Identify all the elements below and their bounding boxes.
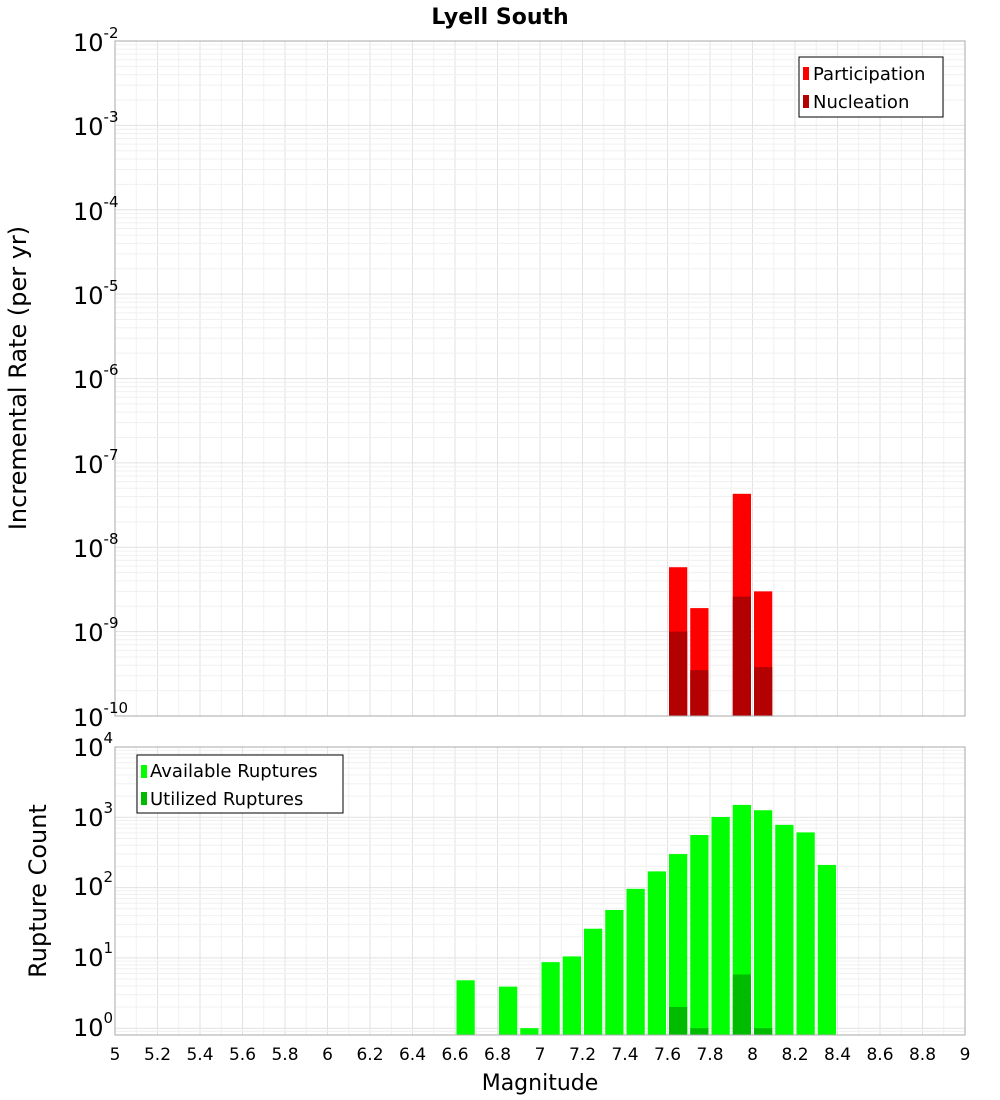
- legend-swatch-nucleation: [803, 95, 809, 108]
- bottom-bar-series1: [626, 888, 645, 1035]
- top-ytick-5: 10-7: [73, 446, 119, 479]
- x-tick-label: 7.6: [654, 1045, 681, 1065]
- bottom-bar-series2: [690, 1028, 709, 1035]
- x-tick-label: 7.8: [696, 1045, 723, 1065]
- top-ytick-7: 10-9: [73, 614, 119, 647]
- bottom-bar-series1: [669, 854, 688, 1035]
- x-axis-label: Magnitude: [482, 1071, 599, 1096]
- bottom-legend-box: [136, 754, 344, 814]
- x-tick-label: 5.4: [186, 1045, 213, 1065]
- x-tick-label: 8.4: [824, 1045, 851, 1065]
- bottom-bars: [456, 804, 836, 1035]
- bottom-bar-series1: [541, 962, 560, 1035]
- bottom-bar-series1: [754, 810, 773, 1035]
- legend-label-participation: Participation: [813, 64, 925, 85]
- x-tick-label: 6.6: [441, 1045, 468, 1065]
- top-bar-series2: [754, 667, 773, 716]
- legend-swatch-available: [141, 765, 147, 778]
- bottom-ytick-labels: 104 103 102 101 100: [73, 729, 113, 1042]
- top-grid: [114, 41, 966, 717]
- chart-title: Lyell South: [431, 5, 568, 30]
- bottom-bar-series1: [690, 834, 709, 1035]
- bottom-bar-series1: [584, 928, 603, 1035]
- bottom-bar-series1: [711, 816, 730, 1035]
- bottom-ytick-1: 103: [73, 799, 113, 832]
- legend-label-available: Available Ruptures: [150, 761, 318, 782]
- top-y-axis-label: Incremental Rate (per yr): [4, 226, 32, 530]
- bottom-legend: Available Ruptures Utilized Ruptures: [136, 754, 344, 814]
- x-tick-label: 8.6: [866, 1045, 893, 1065]
- bottom-ytick-3: 101: [73, 939, 113, 972]
- x-tick-label: 8.8: [909, 1045, 936, 1065]
- top-bar-series2: [690, 670, 709, 716]
- bottom-ytick-2: 102: [73, 868, 113, 901]
- x-tick-label: 6.8: [484, 1045, 511, 1065]
- x-tick-label: 5.8: [271, 1045, 298, 1065]
- bottom-bar-series1: [605, 910, 624, 1035]
- bottom-ytick-0: 104: [73, 729, 113, 762]
- bottom-panel: 104 103 102 101 100 Rupture Count 5 5.2 5.…: [24, 729, 970, 1096]
- x-tick-label: 7.4: [611, 1045, 638, 1065]
- bottom-bar-series1: [817, 864, 836, 1035]
- x-tick-label: 6.2: [356, 1045, 383, 1065]
- x-tick-label: 8: [747, 1045, 758, 1065]
- top-ytick-4: 10-6: [73, 361, 119, 394]
- top-bars: [669, 493, 773, 716]
- top-ytick-0: 10-2: [73, 24, 119, 57]
- x-tick-labels: 5 5.2 5.4 5.6 5.8 6 6.2 6.4 6.6 6.8 7 7.2 7.4 7.6 7.8 8…: [110, 1045, 971, 1065]
- top-panel: 10-2 10-3 10-4 10-5 10-6 10-7 10-8 10-9 …: [4, 24, 966, 732]
- bottom-bar-series1: [520, 1028, 539, 1035]
- x-tick-label: 9: [960, 1045, 971, 1065]
- top-plot-frame: [114, 40, 966, 717]
- bottom-bar-series1: [499, 986, 518, 1035]
- top-ytick-1: 10-3: [73, 108, 119, 141]
- bottom-bar-series1: [562, 956, 581, 1035]
- bottom-bar-series2: [669, 1007, 688, 1035]
- x-tick-label: 6.4: [399, 1045, 426, 1065]
- bottom-bar-series2: [732, 974, 751, 1035]
- bottom-bar-series1: [775, 824, 794, 1035]
- legend-label-nucleation: Nucleation: [813, 92, 909, 113]
- top-bar-series2: [669, 631, 688, 716]
- top-ytick-8: 10-10: [73, 699, 128, 732]
- top-bar-series2: [732, 596, 751, 716]
- legend-swatch-utilized: [141, 792, 147, 805]
- top-legend-box: [798, 56, 944, 118]
- top-legend: Participation Nucleation: [798, 56, 944, 118]
- legend-label-utilized: Utilized Ruptures: [150, 789, 303, 810]
- bottom-plot-frame: [114, 746, 966, 1036]
- bottom-ytick-4: 100: [73, 1009, 113, 1042]
- legend-swatch-participation: [803, 67, 809, 80]
- x-tick-label: 7.2: [569, 1045, 596, 1065]
- x-tick-label: 8.2: [781, 1045, 808, 1065]
- x-tick-label: 5.6: [229, 1045, 256, 1065]
- top-ytick-3: 10-5: [73, 277, 119, 310]
- x-tick-label: 7: [535, 1045, 546, 1065]
- top-ytick-2: 10-4: [73, 193, 119, 226]
- bottom-bar-series2: [754, 1028, 773, 1035]
- bottom-bar-series1: [796, 832, 815, 1035]
- x-tick-label: 6: [322, 1045, 333, 1065]
- x-tick-label: 5.2: [144, 1045, 171, 1065]
- x-tick-label: 5: [110, 1045, 121, 1065]
- top-ytick-6: 10-8: [73, 530, 119, 563]
- bottom-bar-series1: [456, 980, 475, 1035]
- bottom-y-axis-label: Rupture Count: [24, 804, 52, 978]
- bottom-bar-series1: [647, 871, 666, 1035]
